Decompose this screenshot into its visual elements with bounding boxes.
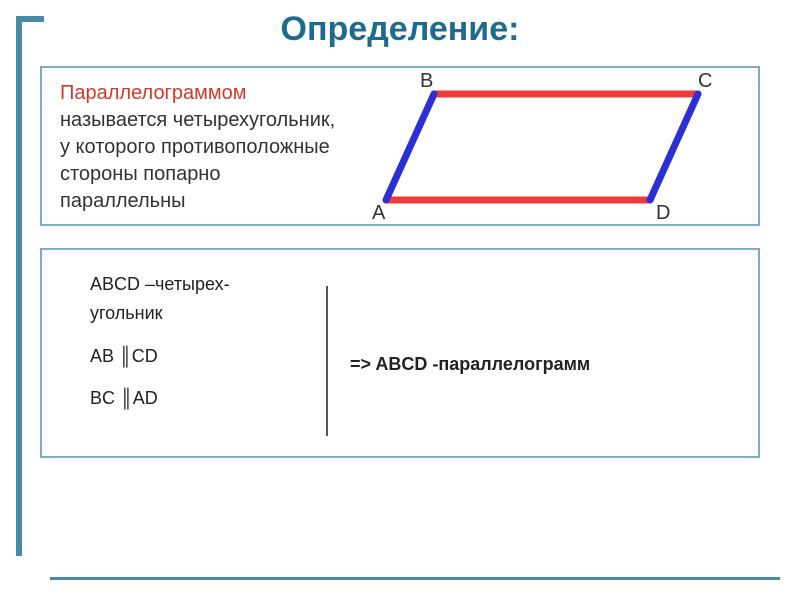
vertex-label-d: D [656, 202, 670, 225]
definition-body: называется четырехугольник, у которого п… [60, 109, 335, 212]
logic-box: ABCD –четырех- угольник AB ║CD BC ║AD =>… [40, 248, 760, 458]
parallelogram-diagram: A B C D [358, 74, 738, 224]
cond1-line2: угольник [90, 303, 163, 323]
vertex-label-c: C [698, 70, 712, 93]
conditions-block: ABCD –четырех- угольник AB ║CD BC ║AD [90, 270, 230, 427]
definition-box: Параллелограммом называется четырехуголь… [40, 66, 760, 226]
frame-corner-left [16, 16, 22, 556]
conclusion-text: => ABCD -параллелограмм [350, 354, 590, 375]
condition-quadrilateral: ABCD –четырех- угольник [90, 270, 230, 328]
vertex-label-b: B [420, 70, 433, 93]
page-root: Определение: Параллелограммом называется… [0, 0, 800, 600]
condition-ab-cd: AB ║CD [90, 342, 230, 371]
definition-text: Параллелограммом называется четырехуголь… [60, 80, 350, 215]
vertex-label-a: A [372, 202, 385, 225]
frame-bottom-rule [50, 577, 780, 580]
logic-divider [326, 286, 328, 436]
parallelogram-svg [358, 74, 738, 224]
cond1-line1: ABCD –четырех- [90, 274, 230, 294]
definition-term: Параллелограммом [60, 82, 246, 104]
condition-bc-ad: BC ║AD [90, 384, 230, 413]
page-title: Определение: [0, 10, 800, 49]
